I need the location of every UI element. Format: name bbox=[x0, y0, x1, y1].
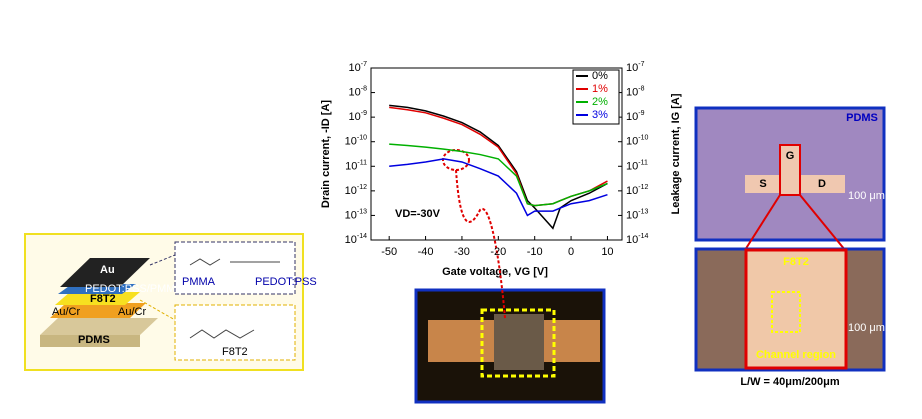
layer-label: PDMS bbox=[78, 334, 110, 346]
layer-label: Au/Cr bbox=[52, 306, 80, 318]
legend-label: 1% bbox=[592, 83, 608, 95]
y-tick-label: 10-9 bbox=[626, 110, 645, 123]
label: PDMS bbox=[846, 112, 878, 124]
y-tick-label: 10-13 bbox=[345, 208, 367, 221]
x-tick-label: -10 bbox=[527, 246, 543, 258]
photo-bottom-right: F8T2 100 μm Channel region L/W = 40μm/20… bbox=[694, 247, 886, 388]
pdms-layer bbox=[40, 318, 158, 335]
molecule-label: F8T2 bbox=[222, 346, 248, 358]
x-tick-label: 10 bbox=[601, 246, 613, 258]
x-tick-label: -20 bbox=[490, 246, 506, 258]
y-tick-label: 10-9 bbox=[349, 110, 368, 123]
photo-top-right: PDMS G S D 100 μm bbox=[694, 106, 886, 251]
label: Channel region bbox=[756, 349, 836, 361]
x-tick-label: -40 bbox=[418, 246, 434, 258]
label: F8T2 bbox=[783, 256, 809, 268]
y-tick-label: 10-10 bbox=[626, 135, 648, 148]
y-tick-label: 10-11 bbox=[626, 159, 648, 172]
series-line bbox=[389, 143, 608, 207]
y-tick-label: 10-8 bbox=[626, 85, 645, 98]
x-axis-label: Gate voltage, VG [V] bbox=[442, 266, 548, 278]
y2-axis-label: Leakage current, IG [A] bbox=[670, 93, 682, 214]
y-tick-label: 10-7 bbox=[349, 61, 368, 74]
y-tick-label: 10-12 bbox=[345, 184, 367, 197]
schematic: Au PEDOT:PSS/PMMA F8T2 Au/Cr Au/Cr PDMS … bbox=[24, 233, 317, 371]
scale-label: 100 μm bbox=[848, 190, 885, 202]
y-tick-label: 10-8 bbox=[349, 85, 368, 98]
y-tick-label: 10-11 bbox=[345, 159, 367, 172]
plot-frame bbox=[370, 67, 623, 241]
y-tick-label: 10-13 bbox=[626, 208, 648, 221]
legend-label: 2% bbox=[592, 96, 608, 108]
molecule-label: PEDOT:PSS bbox=[255, 276, 317, 288]
molecule-label: PMMA bbox=[182, 276, 216, 288]
x-tick-label: 0 bbox=[568, 246, 574, 258]
chart: Gate voltage, VG [V] Drain current, -ID … bbox=[320, 61, 682, 319]
y-tick-label: 10-14 bbox=[345, 233, 367, 246]
x-tick-label: -50 bbox=[381, 246, 397, 258]
series-line bbox=[389, 158, 608, 217]
layer-label: Au bbox=[100, 264, 115, 276]
layer-label: PEDOT:PSS/PMMA bbox=[85, 283, 183, 295]
y-tick-label: 10-7 bbox=[626, 61, 645, 74]
y-axis-label: Drain current, -ID [A] bbox=[320, 100, 332, 209]
label: D bbox=[818, 178, 826, 190]
y-tick-label: 10-10 bbox=[345, 135, 367, 148]
legend-label: 3% bbox=[592, 109, 608, 121]
scale-label: 100 μm bbox=[848, 322, 885, 334]
caption: L/W = 40μm/200μm bbox=[740, 376, 840, 388]
series-line bbox=[389, 104, 608, 230]
label: G bbox=[786, 150, 795, 162]
photo-bottom bbox=[414, 288, 606, 404]
annotation: VD=-30V bbox=[395, 208, 441, 220]
layer-label: F8T2 bbox=[90, 293, 116, 305]
layer-label: Au/Cr bbox=[118, 306, 146, 318]
y-tick-label: 10-12 bbox=[626, 184, 648, 197]
legend-label: 0% bbox=[592, 70, 608, 82]
y-tick-label: 10-14 bbox=[626, 233, 648, 246]
label: S bbox=[759, 178, 766, 190]
x-tick-label: -30 bbox=[454, 246, 470, 258]
